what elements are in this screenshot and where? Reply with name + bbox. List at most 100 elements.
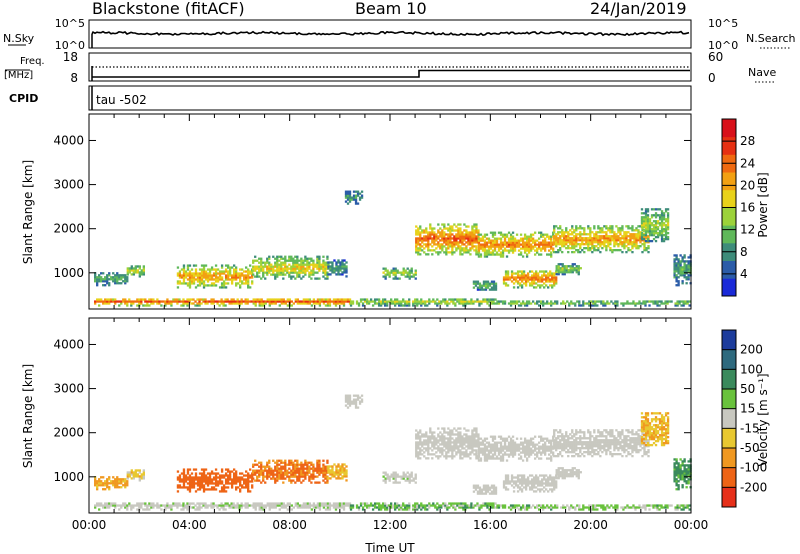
- power-cell: [532, 280, 536, 283]
- velocity-cell: [488, 508, 491, 511]
- velocity-cell: [188, 478, 192, 481]
- power-cell: [650, 208, 654, 211]
- power-cell: [489, 239, 493, 242]
- power-cell: [637, 231, 640, 234]
- velocity-cell: [398, 506, 401, 509]
- power-cell: [465, 237, 468, 240]
- velocity-cell: [222, 484, 226, 487]
- velocity-cell: [443, 443, 446, 446]
- power-cell: [363, 298, 367, 301]
- velocity-cell: [385, 508, 389, 511]
- power-cell: [354, 194, 358, 197]
- power-cell: [417, 243, 420, 246]
- power-cell: [417, 241, 420, 244]
- power-cell: [262, 269, 265, 272]
- power-cell: [114, 274, 117, 277]
- power-cell: [194, 268, 198, 271]
- power-cell: [660, 230, 664, 233]
- velocity-cell: [102, 488, 105, 491]
- power-cell: [234, 270, 238, 273]
- power-cell: [441, 223, 444, 226]
- power-cell: [356, 192, 360, 195]
- power-cell: [298, 259, 301, 262]
- velocity-cell: [445, 455, 448, 458]
- power-cell: [208, 284, 212, 287]
- power-cell: [640, 224, 644, 227]
- velocity-cell: [463, 447, 466, 450]
- velocity-cell: [326, 481, 329, 484]
- velocity-cell: [425, 447, 428, 450]
- power-cell: [266, 300, 269, 303]
- velocity-cell: [244, 504, 247, 507]
- velocity-cell: [130, 469, 133, 472]
- velocity-cell: [232, 480, 236, 483]
- power-cell: [456, 298, 459, 301]
- power-cell: [429, 223, 432, 226]
- power-cell: [210, 274, 214, 277]
- velocity-cell: [220, 504, 223, 507]
- velocity-cell: [329, 477, 332, 480]
- velocity-cell: [367, 506, 371, 509]
- power-cell: [417, 237, 420, 240]
- velocity-cell: [300, 504, 304, 507]
- power-cell: [520, 274, 524, 277]
- velocity-cell: [230, 504, 233, 507]
- power-cell: [357, 304, 361, 307]
- velocity-cell: [582, 506, 585, 509]
- power-cell: [176, 282, 180, 285]
- power-cell: [294, 300, 297, 303]
- power-cell: [236, 272, 240, 275]
- power-cell: [294, 277, 297, 280]
- power-cell: [98, 300, 101, 303]
- power-cell: [336, 302, 340, 305]
- power-cell: [564, 302, 567, 305]
- power-cell: [627, 231, 630, 234]
- power-cell: [94, 300, 97, 303]
- power-cell: [443, 225, 446, 228]
- power-cell: [96, 276, 99, 279]
- power-cell: [214, 270, 218, 273]
- velocity-cell: [108, 482, 111, 485]
- velocity-cell: [614, 504, 617, 507]
- velocity-cell: [316, 469, 319, 472]
- velocity-cell: [126, 471, 129, 474]
- velocity-cell: [335, 465, 338, 468]
- power-cell: [480, 284, 484, 287]
- velocity-cell: [336, 502, 340, 505]
- power-cell: [451, 225, 454, 228]
- power-cell: [537, 237, 541, 240]
- velocity-cell: [260, 465, 263, 468]
- power-cell: [220, 270, 224, 273]
- power-cell: [565, 235, 568, 238]
- power-cell: [272, 265, 275, 268]
- velocity-cell: [328, 504, 332, 507]
- velocity-cell: [414, 504, 417, 507]
- velocity-cell: [178, 484, 182, 487]
- power-cell: [469, 235, 472, 238]
- power-cell: [662, 230, 666, 233]
- velocity-cell: [284, 467, 287, 470]
- power-cell: [646, 220, 650, 223]
- velocity-cell: [302, 469, 305, 472]
- power-cell: [593, 233, 596, 236]
- power-cell: [290, 269, 293, 272]
- power-cell: [532, 278, 536, 281]
- velocity-cell: [284, 463, 287, 466]
- power-cell: [182, 282, 186, 285]
- velocity-cell: [360, 394, 364, 397]
- velocity-cell: [339, 469, 342, 472]
- velocity-cell: [182, 480, 186, 483]
- velocity-cell: [497, 504, 501, 507]
- power-cell: [419, 225, 422, 228]
- velocity-cell: [156, 502, 159, 505]
- power-cell: [210, 284, 214, 287]
- velocity-cell: [256, 479, 259, 482]
- power-cell: [621, 243, 624, 246]
- power-cell: [478, 302, 481, 305]
- velocity-cell: [166, 506, 169, 509]
- power-cell: [638, 300, 641, 303]
- power-cell: [640, 232, 644, 235]
- velocity-cell: [424, 504, 427, 507]
- velocity-cell: [108, 488, 111, 491]
- velocity-cell: [124, 506, 127, 509]
